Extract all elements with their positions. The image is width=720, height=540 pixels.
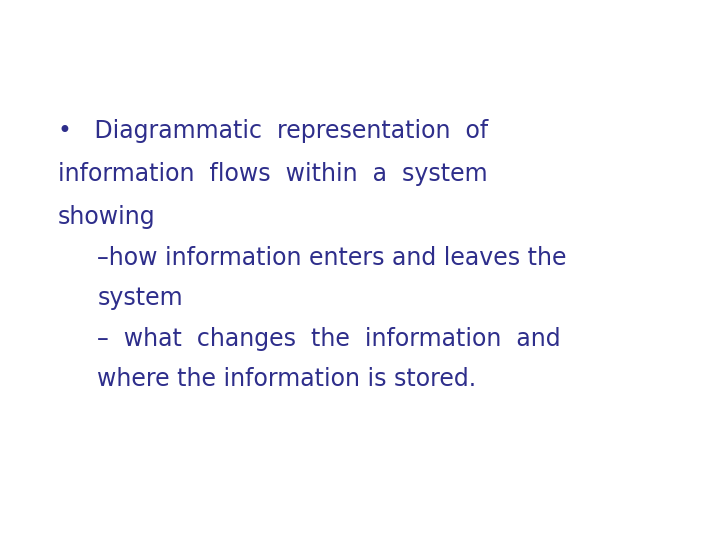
Text: –  what  changes  the  information  and: – what changes the information and [97, 327, 561, 350]
Text: system: system [97, 286, 183, 310]
Text: –how information enters and leaves the: –how information enters and leaves the [97, 246, 567, 269]
Text: information  flows  within  a  system: information flows within a system [58, 162, 487, 186]
Text: •   Diagrammatic  representation  of: • Diagrammatic representation of [58, 119, 488, 143]
Text: where the information is stored.: where the information is stored. [97, 367, 477, 391]
Text: showing: showing [58, 205, 156, 229]
